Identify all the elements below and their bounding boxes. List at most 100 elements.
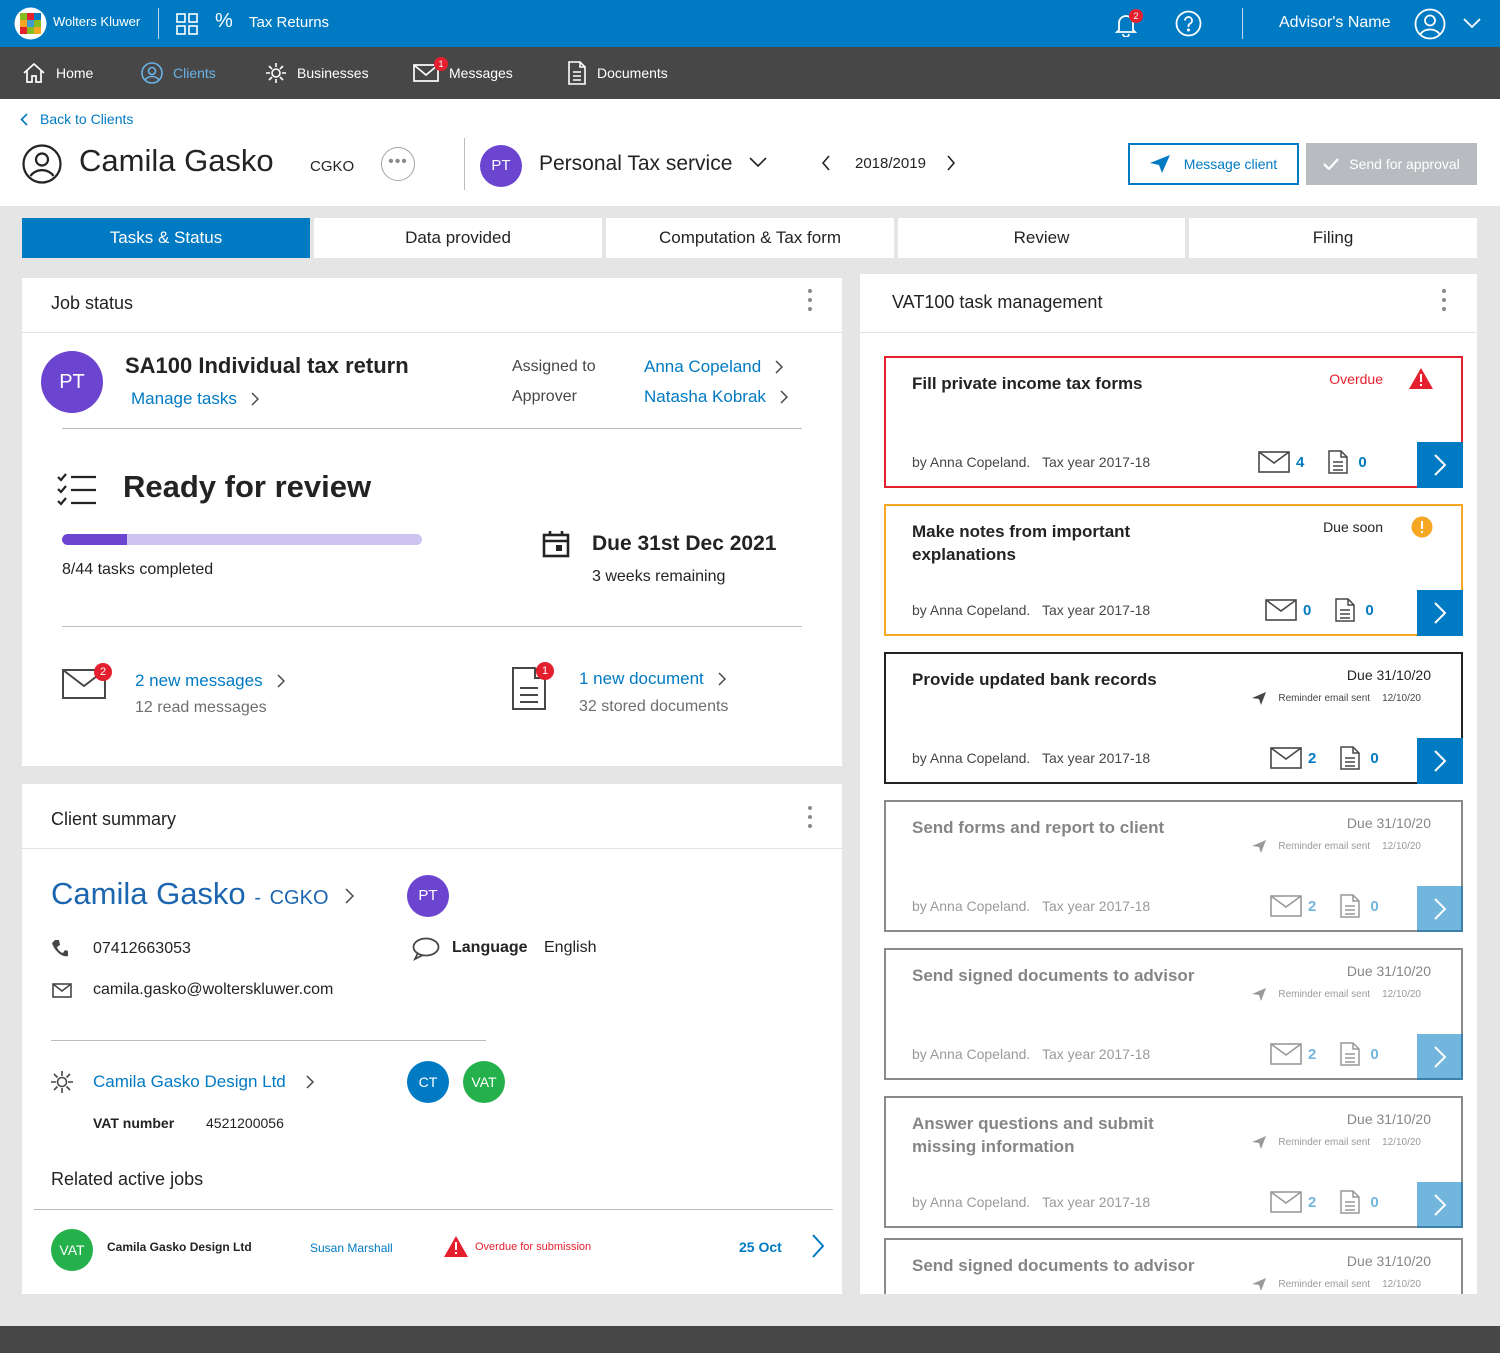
warning-icon (444, 1236, 468, 1257)
user-avatar-icon[interactable] (1414, 8, 1446, 40)
help-icon[interactable] (1175, 10, 1202, 37)
chevron-right-icon (306, 1075, 314, 1089)
next-year-icon[interactable] (946, 155, 956, 171)
approver-name: Natasha Kobrak (644, 387, 766, 406)
chevron-right-icon[interactable] (812, 1234, 824, 1258)
open-task-button[interactable] (1417, 1034, 1463, 1080)
tab-data-provided[interactable]: Data provided (314, 218, 602, 258)
envelope-icon (413, 64, 439, 82)
kebab-menu-icon[interactable] (808, 806, 812, 833)
nav-item-businesses[interactable]: Businesses (265, 61, 369, 85)
nav-label: Messages (449, 65, 513, 81)
app-title[interactable]: Tax Returns (249, 14, 330, 31)
new-messages-label: 2 new messages (135, 671, 263, 690)
client-avatar-icon (22, 144, 62, 184)
assigned-to-label: Assigned to (512, 358, 596, 375)
related-job-date: 25 Oct (739, 1239, 782, 1255)
document-icon (1340, 1042, 1361, 1066)
wolters-kluwer-logo-icon[interactable] (14, 7, 47, 40)
chevron-down-icon[interactable] (1463, 18, 1481, 29)
client-profile-link[interactable]: Camila Gasko - CGKO (51, 876, 329, 912)
reminder-info: Reminder email sent 12/10/20 (1252, 1136, 1421, 1149)
open-task-button[interactable] (1417, 442, 1463, 488)
task-tax-year: Tax year 2017-18 (1042, 898, 1151, 914)
divider (22, 848, 842, 849)
tab-computation-tax-form[interactable]: Computation & Tax form (606, 218, 894, 258)
tab-review[interactable]: Review (898, 218, 1185, 258)
task-card[interactable]: Send forms and report to client Due 31/10… (884, 800, 1463, 932)
nav-item-home[interactable]: Home (22, 61, 93, 85)
client-email: camila.gasko@wolterskluwer.com (93, 981, 334, 998)
divider (34, 1209, 833, 1210)
task-card[interactable]: Make notes from important explanations Du… (884, 504, 1463, 636)
chevron-down-icon[interactable] (749, 157, 767, 168)
related-job-person[interactable]: Susan Marshall (310, 1241, 393, 1255)
business-icon (266, 63, 286, 83)
task-card[interactable]: Send signed documents to advisor Due 31/1… (884, 948, 1463, 1080)
document-icon (1340, 894, 1361, 918)
send-for-approval-button[interactable]: Send for approval (1306, 143, 1477, 185)
document-count: 0 (1370, 749, 1379, 767)
previous-year-icon[interactable] (821, 155, 831, 171)
nav-item-documents[interactable]: Documents (567, 61, 668, 85)
business-link[interactable]: Camila Gasko Design Ltd (93, 1072, 314, 1092)
tab-tasks-status[interactable]: Tasks & Status (22, 218, 310, 258)
client-name: Camila Gasko (79, 143, 274, 178)
more-options-button[interactable]: ••• (381, 147, 415, 181)
send-icon (1149, 155, 1170, 173)
tax-app-icon: % (215, 10, 233, 32)
tab-filing[interactable]: Filing (1189, 218, 1477, 258)
app-grid-icon[interactable] (176, 13, 198, 35)
nav-label: Businesses (297, 65, 369, 81)
related-job-company: Camila Gasko Design Ltd (107, 1240, 252, 1254)
task-author: by Anna Copeland. (912, 454, 1031, 470)
kebab-menu-icon[interactable] (1442, 289, 1446, 316)
open-task-button[interactable] (1417, 590, 1463, 636)
manage-tasks-link[interactable]: Manage tasks (131, 389, 259, 409)
nav-label: Documents (597, 65, 668, 81)
chevron-right-icon (780, 390, 788, 404)
task-card-list: Fill private income tax forms Overdue by A… (884, 356, 1463, 1294)
user-name[interactable]: Advisor's Name (1279, 14, 1391, 31)
document-count: 0 (1370, 897, 1379, 915)
send-icon (1252, 840, 1267, 853)
send-icon (1252, 692, 1267, 705)
task-card[interactable]: Provide updated bank records Due 31/10/20… (884, 652, 1463, 784)
nav-item-messages[interactable]: Messages (413, 61, 513, 85)
task-card[interactable]: Send signed documents to advisor Due 31/1… (884, 1238, 1463, 1294)
checklist-icon (57, 473, 96, 506)
task-author: by Anna Copeland. (912, 750, 1031, 766)
task-title: Send signed documents to advisor (912, 1256, 1195, 1275)
warning-icon (1409, 368, 1433, 389)
open-task-button[interactable] (1417, 738, 1463, 784)
task-card-content: Send forms and report to client Due 31/10… (886, 802, 1463, 932)
assignee-link[interactable]: Anna Copeland (644, 357, 784, 377)
document-count: 0 (1370, 1193, 1379, 1211)
message-client-button[interactable]: Message client (1128, 143, 1299, 185)
open-task-button[interactable] (1417, 886, 1463, 932)
new-document-link[interactable]: 1 new document (579, 669, 726, 689)
task-author: by Anna Copeland. (912, 898, 1031, 914)
calendar-icon (542, 531, 570, 558)
task-meta: by Anna Copeland. Tax year 2017-18 (912, 602, 1150, 618)
stored-documents: 32 stored documents (579, 698, 729, 715)
task-title: Send signed documents to advisor (912, 966, 1195, 985)
chevron-left-icon (20, 112, 28, 126)
back-to-clients-link[interactable]: Back to Clients (20, 111, 133, 127)
divider (62, 428, 802, 429)
task-tax-year: Tax year 2017-18 (1042, 602, 1151, 618)
chevron-right-icon[interactable] (345, 888, 354, 904)
nav-item-clients[interactable]: Clients (141, 61, 216, 85)
open-task-button[interactable] (1417, 1182, 1463, 1228)
back-label: Back to Clients (40, 111, 134, 127)
service-selector[interactable]: Personal Tax service (539, 152, 733, 175)
reminder-date: 12/10/20 (1382, 693, 1421, 704)
new-messages-link[interactable]: 2 new messages (135, 671, 285, 691)
approver-link[interactable]: Natasha Kobrak (644, 387, 788, 407)
chevron-right-icon (1434, 750, 1446, 772)
kebab-menu-icon[interactable] (808, 289, 812, 316)
task-meta: by Anna Copeland. Tax year 2017-18 (912, 750, 1150, 766)
task-card[interactable]: Fill private income tax forms Overdue by A… (884, 356, 1463, 488)
task-card[interactable]: Answer questions and submit missing info… (884, 1096, 1463, 1228)
